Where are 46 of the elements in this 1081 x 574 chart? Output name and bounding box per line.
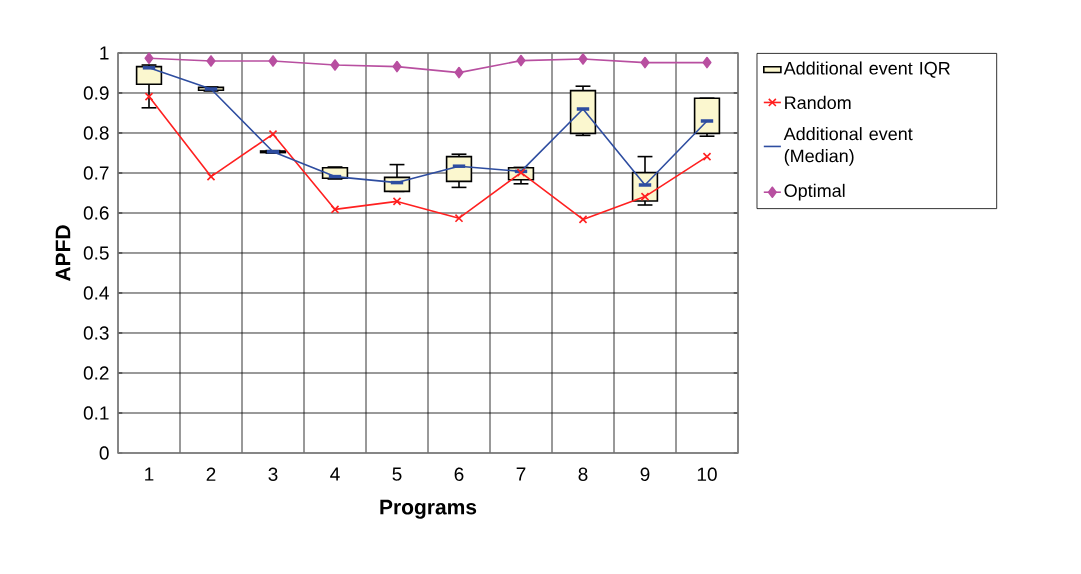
x-tick-label: 4 — [330, 467, 340, 481]
x-tick-label: 2 — [206, 467, 216, 481]
point — [330, 205, 340, 214]
point — [578, 215, 588, 224]
y-axis-title: APFD — [55, 225, 71, 282]
y-tick-label: 0 — [99, 446, 109, 460]
point — [516, 54, 526, 67]
legend-label: Additional event IQR — [783, 61, 950, 78]
x-tick-label: 1 — [145, 467, 154, 481]
x-tick-label: 8 — [578, 467, 588, 481]
point — [392, 60, 402, 73]
point — [392, 197, 402, 206]
legend-label: Additional event (Median) — [783, 127, 913, 166]
y-tick-label: 0.9 — [83, 86, 109, 100]
y-tick-label: 0.6 — [83, 206, 109, 220]
y-tick-label: 0.3 — [83, 326, 109, 340]
point — [702, 56, 712, 69]
x-tick-label: 6 — [454, 467, 464, 481]
x-tick-label: 3 — [268, 467, 278, 481]
x-tick-label: 7 — [516, 467, 526, 481]
legend-label: Random — [785, 95, 851, 110]
legend-label: Optimal — [784, 183, 845, 201]
x-tick-label: 5 — [392, 467, 402, 481]
point — [144, 92, 154, 101]
point — [206, 172, 216, 181]
point — [640, 56, 650, 69]
point — [268, 55, 278, 67]
point — [578, 53, 588, 65]
point — [702, 152, 712, 161]
point — [330, 59, 340, 71]
x-tick-label: 10 — [697, 467, 717, 481]
y-tick-label: 0.4 — [83, 286, 109, 300]
point — [206, 55, 216, 67]
point — [144, 52, 154, 64]
y-tick-label: 0.5 — [83, 246, 109, 260]
y-tick-label: 1 — [100, 46, 109, 60]
x-axis-title: Programs — [380, 499, 477, 519]
y-tick-label: 0.7 — [83, 166, 109, 180]
x-tick-label: 9 — [640, 467, 650, 481]
point — [454, 213, 464, 223]
y-tick-label: 0.2 — [83, 366, 109, 380]
y-tick-label: 0.8 — [83, 126, 109, 140]
point — [640, 192, 650, 201]
point — [268, 129, 278, 139]
y-tick-label: 0.1 — [83, 406, 109, 420]
point — [454, 66, 464, 79]
